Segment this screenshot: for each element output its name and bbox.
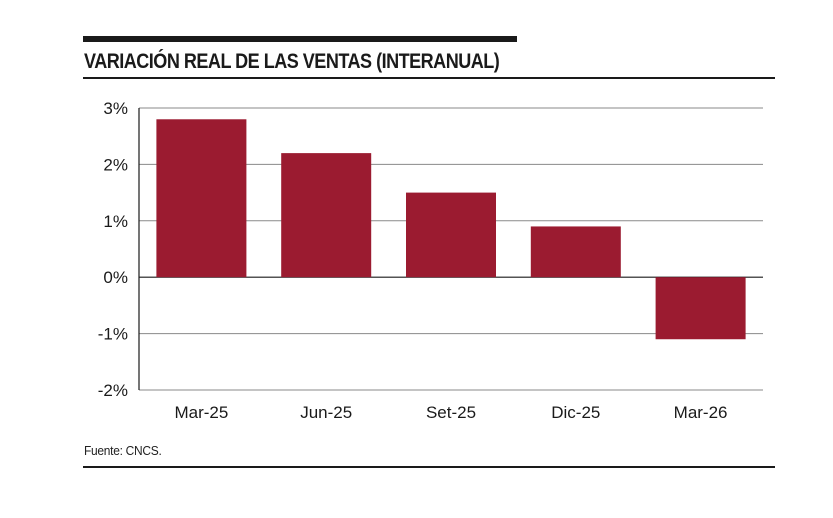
title-rule [83, 77, 775, 79]
bar [530, 226, 621, 278]
top-rule [83, 36, 517, 42]
y-tick-label: 1% [103, 212, 128, 231]
y-tick-label: 3% [103, 99, 128, 118]
bar [156, 119, 247, 278]
bottom-rule [83, 466, 775, 468]
y-tick-label: 0% [103, 268, 128, 287]
bar [655, 277, 746, 340]
y-tick-label: -1% [98, 325, 128, 344]
x-tick-label: Mar-25 [174, 403, 228, 422]
y-tick-label: -2% [98, 381, 128, 400]
source-note: Fuente: CNCS. [84, 443, 162, 458]
x-tick-label: Mar-26 [674, 403, 728, 422]
x-tick-label: Set-25 [426, 403, 476, 422]
bar [406, 192, 496, 278]
y-tick-label: 2% [103, 155, 128, 174]
x-tick-label: Jun-25 [300, 403, 352, 422]
x-tick-label: Dic-25 [551, 403, 600, 422]
chart-title: VARIACIÓN REAL DE LAS VENTAS (INTERANUAL… [84, 50, 500, 73]
bar [281, 153, 372, 278]
